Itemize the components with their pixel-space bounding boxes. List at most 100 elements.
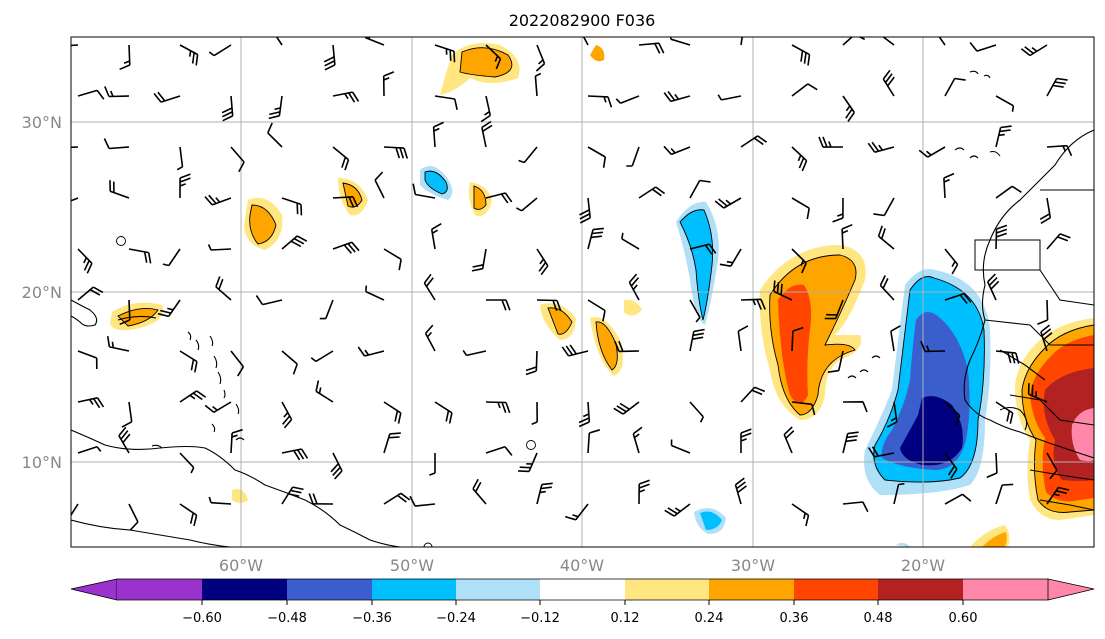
wind-barb xyxy=(628,273,640,301)
wind-barb xyxy=(536,248,549,276)
wind-barb xyxy=(614,340,640,353)
wind-barb xyxy=(944,248,959,275)
wind-barb xyxy=(535,44,546,72)
wind-barb xyxy=(944,401,961,427)
wind-barb xyxy=(587,429,601,454)
wind-barb xyxy=(564,503,589,521)
wind-barb xyxy=(480,95,492,123)
wind-barb xyxy=(740,386,766,403)
wind-barb xyxy=(319,299,334,320)
wind-barb xyxy=(734,477,747,505)
wind-barb xyxy=(791,401,816,416)
colorbar-segment xyxy=(372,579,456,600)
wind-barb xyxy=(740,428,752,453)
wind-barb xyxy=(995,224,1008,250)
wind-barb xyxy=(578,401,591,428)
wind-barb xyxy=(613,401,640,415)
wind-barb xyxy=(119,44,131,71)
wind-barb xyxy=(638,479,650,505)
wind-barb xyxy=(882,69,895,97)
wind-barb xyxy=(740,37,743,46)
graticule xyxy=(71,37,1094,547)
wind-barb xyxy=(71,503,79,517)
colorbar-segment xyxy=(456,579,540,600)
wind-barb xyxy=(153,91,181,103)
wind-barb xyxy=(1027,383,1048,403)
longitude-labels: 60°W 50°W 40°W 30°W 20°W xyxy=(219,556,945,575)
wind-barb xyxy=(230,146,245,173)
map-frame xyxy=(70,36,1095,548)
lat-label-20n: 20°N xyxy=(22,283,62,302)
wind-barb xyxy=(890,325,901,352)
wind-barb xyxy=(587,227,604,250)
lon-label-50w: 50°W xyxy=(390,556,434,575)
wind-barb xyxy=(1039,197,1052,224)
colorbar-tick-label: −0.36 xyxy=(352,611,392,626)
wind-barb xyxy=(842,431,859,454)
wind-barb xyxy=(773,280,793,301)
wind-barb xyxy=(215,276,232,301)
wind-barb xyxy=(179,173,191,199)
wind-barb xyxy=(842,37,868,46)
wind-barb xyxy=(128,503,139,531)
wind-barb xyxy=(516,197,538,212)
wind-barb xyxy=(383,146,409,159)
wind-barb xyxy=(944,292,972,305)
wind-barb xyxy=(281,350,298,375)
wind-barb xyxy=(268,95,283,120)
lon-label-40w: 40°W xyxy=(560,556,604,575)
wind-barb xyxy=(281,486,304,505)
wind-barb xyxy=(77,445,102,454)
colorbar-ticks: −0.60 −0.48 −0.36 −0.24 −0.12 0.12 0.24 0.36 0.4… xyxy=(182,600,977,626)
wind-barb xyxy=(737,325,749,352)
wind-barb xyxy=(221,95,234,122)
wind-barb xyxy=(162,248,181,267)
wind-barb xyxy=(663,91,691,103)
wind-barb xyxy=(374,171,385,199)
wind-barb xyxy=(536,299,562,312)
wind-barb xyxy=(995,185,1022,199)
wind-barb xyxy=(995,401,1014,424)
wind-barb xyxy=(587,299,606,322)
colorbar-segment xyxy=(287,579,372,600)
wind-barb xyxy=(995,483,1014,505)
wind-barb xyxy=(842,501,869,513)
wind-barb xyxy=(77,350,98,370)
wind-barb xyxy=(879,275,895,301)
wind-barb xyxy=(995,95,1015,112)
wind-barb xyxy=(867,446,895,458)
wind-barb xyxy=(579,197,591,224)
wind-barb xyxy=(383,248,402,271)
wind-barb xyxy=(157,299,181,318)
wind-barb xyxy=(664,503,691,517)
wind-barb xyxy=(882,37,895,46)
wind-barb xyxy=(1046,144,1073,157)
wind-barb xyxy=(689,328,705,352)
wind-barb xyxy=(485,401,511,414)
map-panel xyxy=(71,37,1094,547)
colorbar-tick-label: 0.12 xyxy=(611,611,640,626)
colorbar-tick-label: 0.48 xyxy=(864,611,893,626)
wind-barb xyxy=(230,428,243,454)
wind-barb xyxy=(179,390,207,403)
wind-barb xyxy=(1046,77,1068,97)
wind-barb xyxy=(429,453,436,476)
wind-barb xyxy=(330,452,343,480)
wind-barb xyxy=(207,244,232,251)
wind-barb xyxy=(382,71,395,97)
wind-barb xyxy=(275,37,283,46)
contour-lines xyxy=(116,47,1094,547)
wind-barb xyxy=(791,326,804,352)
wind-barb xyxy=(121,401,133,428)
colorbar-tick-label: 0.36 xyxy=(780,611,809,626)
wind-barb xyxy=(118,426,131,454)
wind-barb xyxy=(323,44,336,71)
wind-barb xyxy=(332,196,359,208)
wind-barb xyxy=(1046,486,1070,505)
wind-barb xyxy=(536,482,553,505)
wind-barb xyxy=(791,248,807,274)
wind-barb xyxy=(281,401,293,429)
wind-barb xyxy=(986,452,998,479)
wind-barb xyxy=(230,350,245,377)
wind-barb xyxy=(471,248,487,272)
